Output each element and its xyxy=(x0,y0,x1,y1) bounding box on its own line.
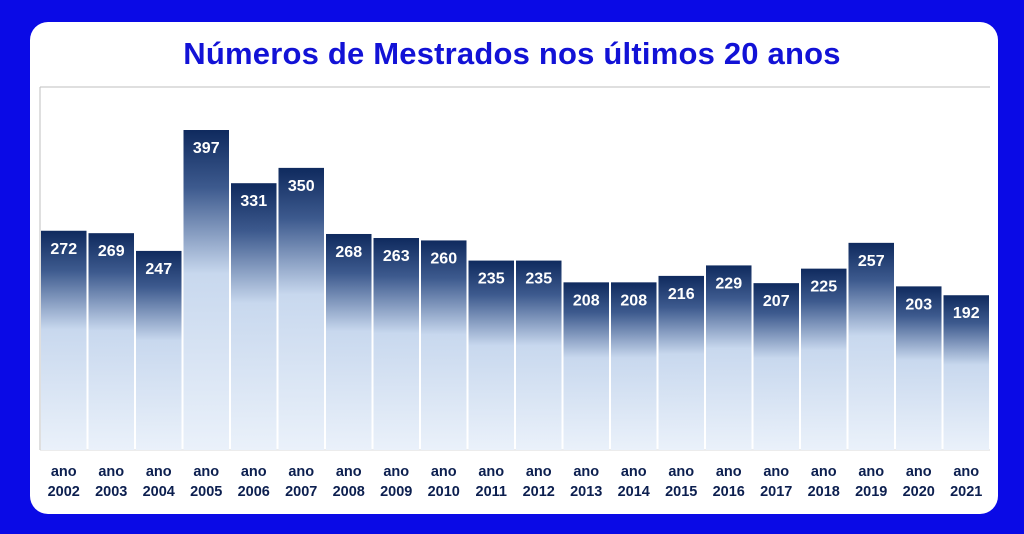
x-tick-label-2017-prefix: ano xyxy=(763,464,789,480)
bar-2002 xyxy=(41,230,87,450)
x-tick-label-2010-prefix: ano xyxy=(431,464,457,480)
x-tick-label-2016-year: 2016 xyxy=(713,484,745,500)
x-tick-label-2004-prefix: ano xyxy=(146,464,172,480)
data-label-2021: 192 xyxy=(953,305,980,322)
x-tick-label-2017-year: 2017 xyxy=(760,484,792,500)
x-tick-label-2019-prefix: ano xyxy=(858,464,884,480)
bar-2019 xyxy=(848,242,894,450)
bar-2010 xyxy=(421,240,467,450)
data-label-2005: 397 xyxy=(193,140,220,157)
data-label-2019: 257 xyxy=(858,253,885,270)
bar-2004 xyxy=(136,250,182,450)
data-label-2020: 203 xyxy=(905,296,932,313)
bar-2011 xyxy=(468,260,514,450)
data-label-2004: 247 xyxy=(145,261,172,278)
x-tick-label-2004-year: 2004 xyxy=(143,484,175,500)
bar-2021 xyxy=(943,295,989,450)
bar-2012 xyxy=(516,260,562,450)
data-label-2002: 272 xyxy=(50,241,77,258)
bar-2018 xyxy=(801,268,847,450)
x-tick-label-2007-prefix: ano xyxy=(288,464,314,480)
x-tick-label-2011-year: 2011 xyxy=(476,484,507,500)
data-label-2008: 268 xyxy=(335,244,362,261)
data-label-2017: 207 xyxy=(763,293,790,310)
bar-2013 xyxy=(563,282,609,450)
x-tick-label-2018-prefix: ano xyxy=(811,464,837,480)
x-tick-label-2010-year: 2010 xyxy=(428,484,460,500)
data-label-2010: 260 xyxy=(430,250,457,267)
data-label-2013: 208 xyxy=(573,292,600,309)
x-tick-label-2012-prefix: ano xyxy=(526,464,552,480)
x-tick-label-2008-year: 2008 xyxy=(333,484,365,500)
bar-2005 xyxy=(183,130,229,450)
x-tick-label-2018-year: 2018 xyxy=(808,484,840,500)
x-tick-label-2006-prefix: ano xyxy=(241,464,267,480)
x-tick-label-2003-year: 2003 xyxy=(95,484,127,500)
x-tick-label-2020-year: 2020 xyxy=(903,484,935,500)
x-tick-label-2002-prefix: ano xyxy=(51,464,77,480)
x-tick-label-2008-prefix: ano xyxy=(336,464,362,480)
bar-2020 xyxy=(896,286,942,450)
x-tick-label-2014-year: 2014 xyxy=(618,484,650,500)
data-label-2018: 225 xyxy=(810,279,837,296)
x-tick-label-2020-prefix: ano xyxy=(906,464,932,480)
bar-2015 xyxy=(658,275,704,450)
data-label-2011: 235 xyxy=(478,271,505,288)
x-tick-label-2021-year: 2021 xyxy=(950,484,982,500)
bar-2014 xyxy=(611,282,657,450)
x-tick-label-2015-year: 2015 xyxy=(665,484,697,500)
x-tick-label-2016-prefix: ano xyxy=(716,464,742,480)
x-tick-label-2009-prefix: ano xyxy=(383,464,409,480)
x-tick-label-2003-prefix: ano xyxy=(98,464,124,480)
data-label-2003: 269 xyxy=(98,243,125,260)
x-tick-label-2014-prefix: ano xyxy=(621,464,647,480)
data-label-2012: 235 xyxy=(525,271,552,288)
x-tick-label-2005-year: 2005 xyxy=(190,484,222,500)
bar-2006 xyxy=(231,183,277,451)
data-label-2009: 263 xyxy=(383,248,410,265)
x-tick-label-2002-year: 2002 xyxy=(48,484,80,500)
x-tick-label-2006-year: 2006 xyxy=(238,484,270,500)
chart-title: Números de Mestrados nos últimos 20 anos xyxy=(183,36,841,71)
x-tick-label-2005-prefix: ano xyxy=(193,464,219,480)
data-label-2007: 350 xyxy=(288,178,315,195)
data-label-2014: 208 xyxy=(620,292,647,309)
bar-2007 xyxy=(278,167,324,450)
x-tick-label-2013-prefix: ano xyxy=(573,464,599,480)
x-tick-label-2011-prefix: ano xyxy=(478,464,504,480)
x-tick-label-2007-year: 2007 xyxy=(285,484,317,500)
x-tick-label-2015-prefix: ano xyxy=(668,464,694,480)
x-tick-label-2019-year: 2019 xyxy=(855,484,887,500)
x-tick-label-2012-year: 2012 xyxy=(523,484,555,500)
x-tick-label-2009-year: 2009 xyxy=(380,484,412,500)
x-tick-label-2021-prefix: ano xyxy=(953,464,979,480)
bar-2009 xyxy=(373,238,419,450)
data-label-2015: 216 xyxy=(668,286,695,303)
x-tick-label-2013-year: 2013 xyxy=(570,484,602,500)
data-label-2006: 331 xyxy=(240,193,267,210)
bar-2008 xyxy=(326,233,372,450)
bar-2017 xyxy=(753,283,799,450)
bar-2003 xyxy=(88,233,134,450)
data-label-2016: 229 xyxy=(715,275,742,292)
bar-2016 xyxy=(706,265,752,450)
